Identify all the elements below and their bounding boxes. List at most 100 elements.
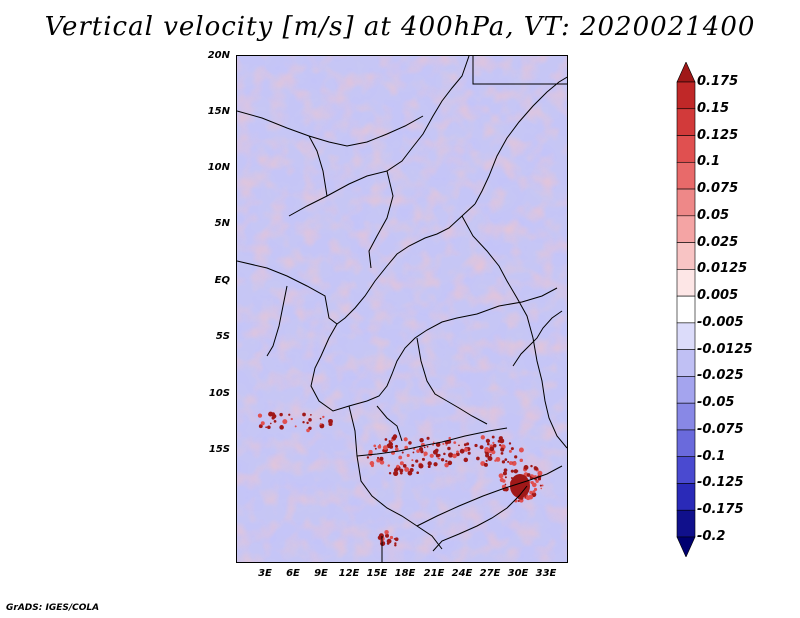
lon-label: 3E — [258, 568, 272, 579]
updraft-cell — [399, 468, 404, 473]
colorbar-segment — [676, 456, 696, 484]
updraft-cell — [445, 459, 448, 463]
updraft-cell — [402, 464, 407, 468]
map-panel — [236, 55, 568, 563]
updraft-cell — [498, 443, 502, 447]
updraft-cell — [393, 537, 396, 540]
updraft-cell — [279, 412, 283, 417]
lat-label: 5N — [214, 218, 230, 229]
updraft-cell — [427, 465, 431, 469]
colorbar-segment — [676, 322, 696, 350]
lon-label: 21E — [423, 568, 445, 579]
updraft-cell — [411, 459, 414, 462]
updraft-cell — [409, 468, 414, 473]
lat-label: 5S — [215, 331, 230, 342]
updraft-cell — [447, 446, 451, 451]
lon-label: 24E — [451, 568, 473, 579]
updraft-cell — [485, 453, 490, 458]
updraft-cell — [310, 414, 312, 416]
updraft-cell — [533, 466, 538, 470]
updraft-cell — [479, 445, 484, 450]
updraft-cell — [531, 482, 537, 488]
colorbar-level-label: -0.175 — [697, 502, 744, 518]
updraft-cell — [513, 469, 518, 474]
updraft-cell — [419, 437, 424, 443]
updraft-cell — [282, 419, 288, 425]
updraft-cell — [458, 444, 460, 447]
updraft-cell — [525, 495, 531, 501]
colorbar-level-label: -0.2 — [697, 529, 726, 544]
updraft-cell — [390, 439, 394, 442]
colorbar-level-label: -0.125 — [697, 475, 744, 491]
updraft-cell — [394, 447, 399, 452]
updraft-cell — [499, 477, 504, 483]
lon-label: 15E — [366, 568, 388, 579]
updraft-cell — [426, 445, 429, 448]
updraft-cell — [518, 447, 524, 453]
updraft-cell — [452, 453, 457, 459]
updraft-cell — [396, 464, 400, 468]
updraft-cell — [260, 421, 265, 426]
updraft-cell — [319, 417, 322, 420]
colorbar-level-label: 0.005 — [697, 288, 739, 304]
updraft-cell — [423, 454, 426, 457]
colorbar-segment — [676, 242, 696, 270]
updraft-cell — [288, 413, 291, 416]
colorbar-level-label: -0.005 — [697, 314, 744, 330]
colorbar-segment — [676, 215, 696, 243]
updraft-cell — [258, 424, 263, 429]
updraft-cell — [401, 451, 404, 454]
updraft-core — [510, 474, 530, 498]
updraft-cell — [438, 457, 441, 460]
updraft-cell — [423, 446, 426, 449]
updraft-cell — [492, 443, 497, 448]
updraft-cell — [485, 459, 488, 462]
lat-label: 15N — [207, 106, 230, 117]
updraft-cell — [483, 462, 488, 467]
updraft-cell — [500, 447, 505, 452]
updraft-cell — [416, 471, 420, 475]
updraft-cell — [373, 444, 377, 448]
updraft-cell — [467, 451, 471, 455]
updraft-cell — [510, 447, 514, 451]
updraft-cell — [539, 484, 542, 487]
updraft-cell — [480, 435, 485, 440]
updraft-cell — [491, 435, 495, 439]
updraft-cell — [279, 425, 284, 430]
lat-label: 10S — [208, 388, 230, 399]
updraft-cell — [378, 533, 384, 539]
updraft-cell — [265, 426, 268, 429]
updraft-cell — [540, 487, 543, 490]
lat-label: EQ — [214, 275, 230, 286]
updraft-cell — [504, 476, 507, 479]
grads-credit: GrADS: IGES/COLA — [6, 603, 100, 613]
updraft-cell — [302, 421, 305, 424]
updraft-cell — [443, 452, 446, 456]
updraft-cell — [377, 445, 382, 449]
updraft-cell — [507, 460, 510, 463]
colorbar-segment — [676, 509, 696, 538]
updraft-cell — [379, 456, 384, 461]
colorbar-level-label: 0.05 — [697, 207, 730, 223]
lon-label: 30E — [507, 568, 529, 579]
updraft-cell — [427, 461, 432, 466]
updraft-cell — [382, 445, 388, 451]
updraft-cell — [444, 462, 449, 468]
updraft-cell — [463, 457, 469, 463]
updraft-cell — [501, 460, 506, 464]
updraft-cell — [455, 452, 460, 457]
updraft-cell — [390, 442, 393, 446]
updraft-cell — [308, 418, 312, 422]
updraft-cell — [498, 473, 504, 479]
updraft-cell — [526, 473, 531, 477]
updraft-cell — [411, 463, 415, 467]
updraft-cell — [504, 458, 508, 462]
updraft-cell — [294, 425, 297, 428]
updraft-cell — [384, 438, 388, 441]
updraft-cell — [537, 477, 542, 481]
updraft-cell — [416, 449, 420, 453]
updraft-cell — [420, 450, 424, 454]
updraft-cell — [387, 464, 391, 467]
updraft-cell — [537, 470, 543, 476]
colorbar-level-label: -0.075 — [697, 421, 744, 437]
